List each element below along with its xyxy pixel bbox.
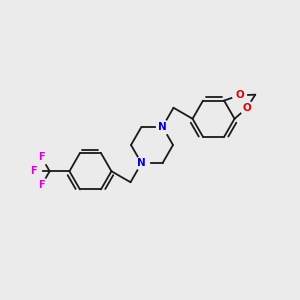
Text: N: N xyxy=(137,158,146,168)
Text: F: F xyxy=(38,152,45,162)
Text: F: F xyxy=(38,180,45,190)
Text: F: F xyxy=(30,166,37,176)
Text: O: O xyxy=(242,103,251,113)
Text: N: N xyxy=(158,122,167,132)
Text: O: O xyxy=(235,90,244,100)
